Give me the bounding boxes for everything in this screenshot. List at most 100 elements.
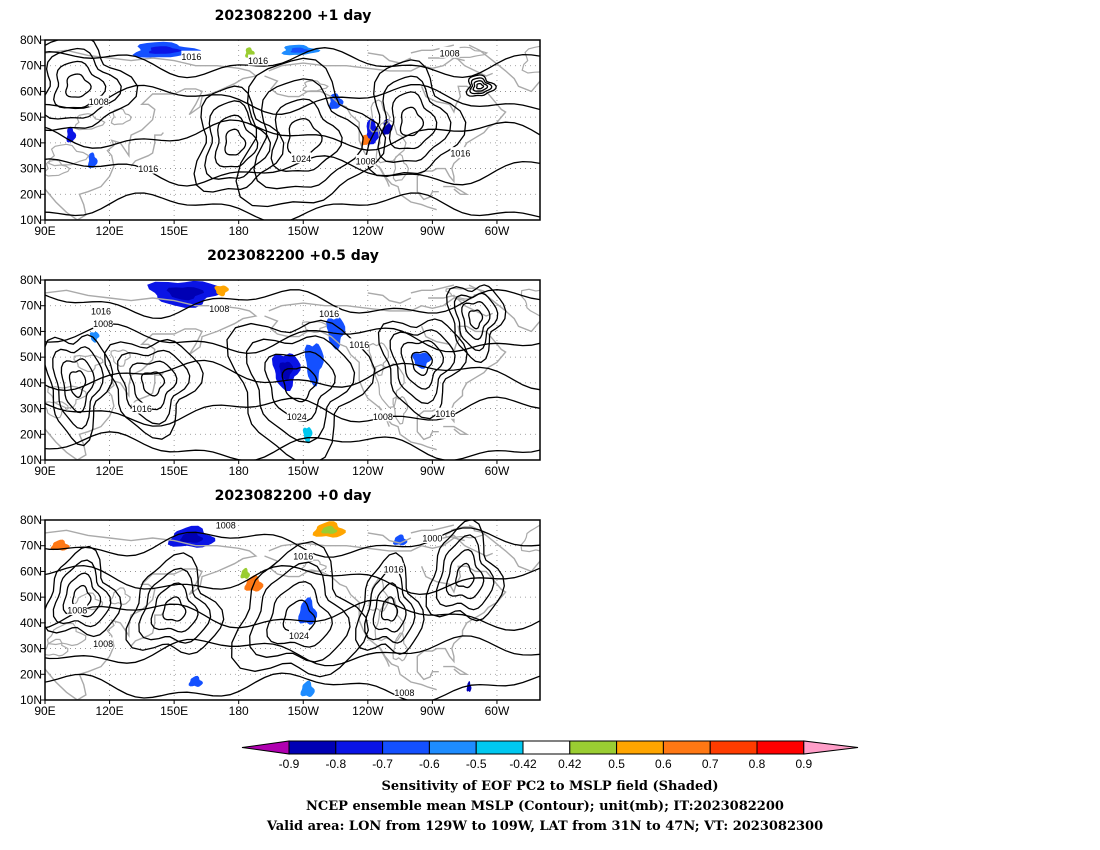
isobar [62, 572, 102, 618]
terrain-contour [368, 342, 390, 377]
contour-label-bg [138, 162, 159, 174]
contour-label-bg [67, 604, 88, 615]
contour-label-bg [93, 637, 114, 649]
isobar [45, 635, 540, 667]
contour-label: 1016 [132, 404, 152, 414]
terrain-contour [520, 288, 540, 317]
isobar [400, 339, 445, 390]
isobar [253, 78, 364, 190]
contour-label: 1016 [181, 52, 201, 62]
contour-label-bg [286, 410, 307, 422]
terrain-contour [392, 632, 408, 662]
isobar [45, 396, 540, 427]
contour-label: 1008 [216, 521, 236, 531]
panel-title: 2023082200 +1 day [215, 8, 372, 24]
coastline [377, 645, 390, 667]
lon-tick-label: 120E [96, 464, 124, 478]
terrain-contour [47, 385, 87, 409]
isobar [446, 284, 507, 364]
isobar [472, 80, 489, 92]
isobar [364, 567, 416, 644]
contour-label: 1008 [93, 319, 113, 329]
coastlines [45, 44, 540, 220]
caption: Sensitivity of EOF PC2 to MSLP field (Sh… [266, 779, 823, 834]
colorbar: -0.9 -0.8 -0.7 -0.6 -0.5 -0.42 0.42 0.5 0.6 0.7 0.… [241, 740, 859, 771]
contour-label: 1008 [440, 48, 460, 58]
terrain-contour [110, 587, 131, 606]
contour-label: 1016 [319, 309, 339, 319]
coastline [264, 555, 437, 691]
isobar [286, 117, 323, 156]
coastline [428, 534, 493, 557]
isobar [469, 77, 493, 95]
coastline [443, 425, 470, 435]
isobar [65, 73, 92, 98]
contour-label-bg [372, 410, 393, 422]
contour-label-bg [93, 317, 114, 329]
map-area: 1008 1016 1008 1016 1016 1024 1016 1008 1016 [45, 280, 540, 460]
contour-label: 1016 [349, 340, 369, 350]
isobar [193, 85, 285, 193]
contour-label-bg [88, 95, 109, 107]
coastline [130, 612, 164, 647]
contour-label: 1008 [209, 304, 229, 314]
contour-label-bg [394, 686, 415, 698]
lat-tick-label: 40N [20, 376, 42, 390]
colorbar-segment [709, 740, 758, 755]
isobar [377, 318, 468, 420]
contour-label-bg [355, 154, 376, 166]
colorbar-segment [522, 740, 571, 755]
isobar [445, 548, 485, 600]
colorbar-cap-low [241, 740, 290, 755]
terrain-contour [110, 107, 133, 126]
terrain-contour [45, 159, 71, 177]
lat-tick-label: 10N [20, 213, 42, 227]
contour-label: 1008 [93, 639, 113, 649]
coastline [130, 372, 164, 407]
colorbar-segment [475, 740, 524, 755]
isobar [45, 289, 540, 319]
coastline [410, 524, 455, 534]
map-frame [44, 39, 541, 221]
caption-line-1: Sensitivity of EOF PC2 to MSLP field (Sh… [381, 779, 718, 794]
lon-tick-label: 150E [160, 464, 188, 478]
isobar [435, 534, 495, 611]
isobar [45, 119, 540, 151]
coastline [428, 54, 493, 77]
terrain-contour [301, 559, 327, 572]
lon-tick-label: 150W [288, 464, 320, 478]
lat-tick-label: 50N [20, 110, 42, 124]
isobar [117, 349, 191, 425]
isobar [45, 359, 540, 392]
shading-core [179, 531, 204, 543]
contour-label: 1008 [356, 156, 376, 166]
lon-tick-label: 180 [229, 464, 249, 478]
coastline [443, 185, 470, 196]
shading-patch [300, 680, 315, 697]
mslp-contours [45, 284, 540, 460]
coastline [416, 565, 507, 681]
isobar [224, 128, 247, 156]
coastline [367, 532, 412, 544]
isobar [249, 561, 351, 663]
lat-tick-label: 20N [20, 187, 42, 201]
colorbar-segment [428, 740, 477, 755]
contour-label: 1016 [248, 56, 268, 66]
shading-patch [214, 285, 229, 297]
isobar [245, 335, 356, 444]
contour-label-bg [450, 147, 471, 159]
lat-tick-label: 30N [20, 402, 42, 416]
lat-tick-label: 60N [20, 84, 42, 98]
isobar [162, 596, 187, 622]
coastline [468, 524, 540, 573]
colorbar-label: 0.7 [702, 757, 719, 771]
contour-label: 1016 [91, 306, 111, 316]
colorbar-cap-high [803, 740, 859, 755]
lon-tick-label: 120W [352, 464, 384, 478]
caption-line-2: NCEP ensemble mean MSLP (Contour); unit(… [306, 799, 784, 814]
colorbar-label: -0.42 [509, 757, 537, 771]
lon-tick-label: 60W [485, 704, 510, 718]
isobar [45, 527, 540, 558]
